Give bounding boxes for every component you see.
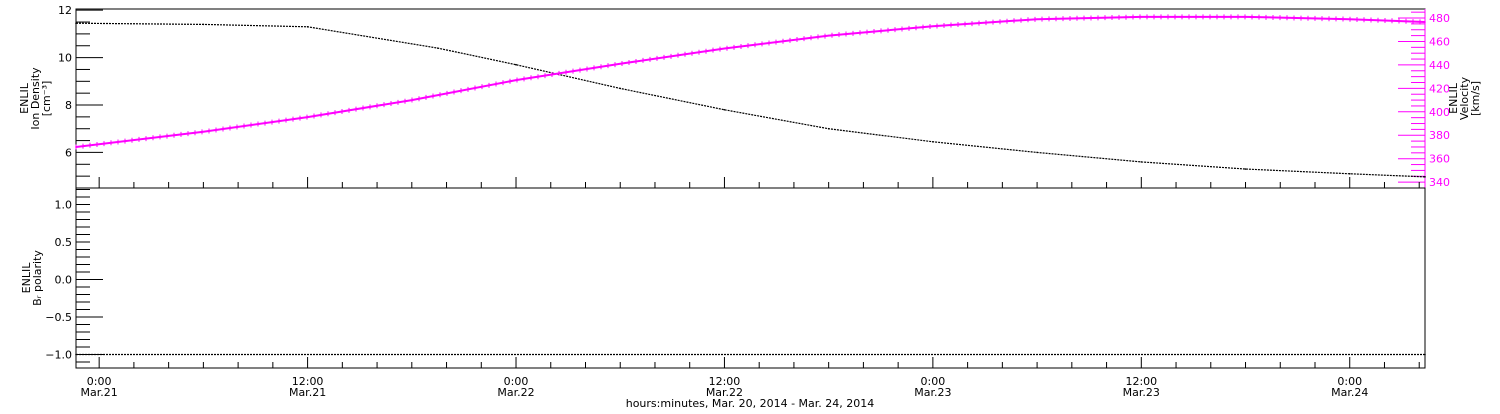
data-point [75,353,77,356]
data-point [1424,353,1426,356]
series-line-0 [75,22,1426,178]
y-axis-label-line: ENLIL [18,82,31,114]
x-tick-label-time: 0:00 [87,375,112,388]
data-point [619,62,622,65]
data-point [619,87,622,90]
x-tick-label-time: 12:00 [292,375,324,388]
y-axis-label-line: ENLIL [20,262,33,294]
y-tick-label: 6 [65,146,72,159]
y-axis-label-line: Ion Density [29,67,42,130]
x-tick-label-date: Mar.23 [914,386,951,399]
data-point [723,108,726,111]
data-point [411,99,413,101]
y2-axis-label-line: [km/s] [1469,81,1482,116]
series-line-1 [75,15,1426,148]
data-point [202,130,205,133]
y-tick-label: 0.0 [55,274,73,287]
data-point [202,23,205,26]
x-axis-label: hours:minutes, Mar. 20, 2014 - Mar. 24, … [626,397,875,410]
x-tick-label-date: Mar.21 [289,386,326,399]
data-point [932,25,934,28]
y-tick-label: 1.0 [55,199,73,212]
data-point [1036,151,1038,154]
data-point [1348,18,1351,20]
data-point [827,34,830,37]
y2-axis-label-line: Velocity [1458,76,1471,120]
x-tick-label-date: Mar.24 [1331,386,1368,399]
y2-tick-label: 460 [1429,35,1450,48]
data-point [515,79,517,81]
y-axis-label-line: Bᵣ polarity [31,250,44,306]
y2-tick-label: 480 [1429,12,1450,25]
y2-tick-label: 420 [1429,82,1450,95]
y-tick-label: 8 [65,99,72,112]
x-tick-label-time: 0:00 [504,375,529,388]
x-tick-label-date: Mar.21 [81,386,118,399]
data-point [827,127,830,130]
y-tick-label: 12 [58,4,72,17]
data-point [515,63,517,66]
x-tick-label-time: 0:00 [921,375,946,388]
x-tick-label-date: Mar.22 [497,386,534,399]
x-tick-label-time: 12:00 [709,375,741,388]
data-point [1244,168,1247,170]
data-point [1424,21,1426,23]
data-point [1424,176,1426,178]
y2-axis-label-line: ENLIL [1447,82,1460,114]
y2-tick-label: 400 [1429,106,1450,119]
data-point [75,146,77,148]
x-tick-label-date: Mar.23 [1123,386,1160,399]
plot-frame-top [75,8,1426,189]
data-point [75,22,77,25]
y2-tick-label: 380 [1429,129,1450,142]
x-tick-label-time: 0:00 [1337,375,1362,388]
y2-tick-label: 360 [1429,153,1450,166]
data-point [1140,16,1143,18]
data-point [306,116,309,118]
data-point [723,47,726,50]
y-tick-label: −1.0 [45,349,72,362]
y2-tick-label: 440 [1429,59,1450,72]
data-point [1348,172,1351,175]
data-point [932,140,934,143]
data-point [1036,18,1038,20]
data-point [1140,161,1143,163]
data-point [437,47,439,49]
y-tick-label: 10 [58,52,72,65]
y-axis-label-line: [cm⁻³] [40,81,53,117]
y-tick-label: −0.5 [45,311,72,324]
x-tick-label-date: Mar.22 [706,386,743,399]
plot-frame-bottom [75,187,1426,369]
data-point [1244,16,1247,18]
y-tick-label: 0.5 [55,236,73,249]
data-point [306,25,309,28]
x-tick-label-time: 12:00 [1125,375,1157,388]
y2-tick-label: 340 [1429,176,1450,189]
